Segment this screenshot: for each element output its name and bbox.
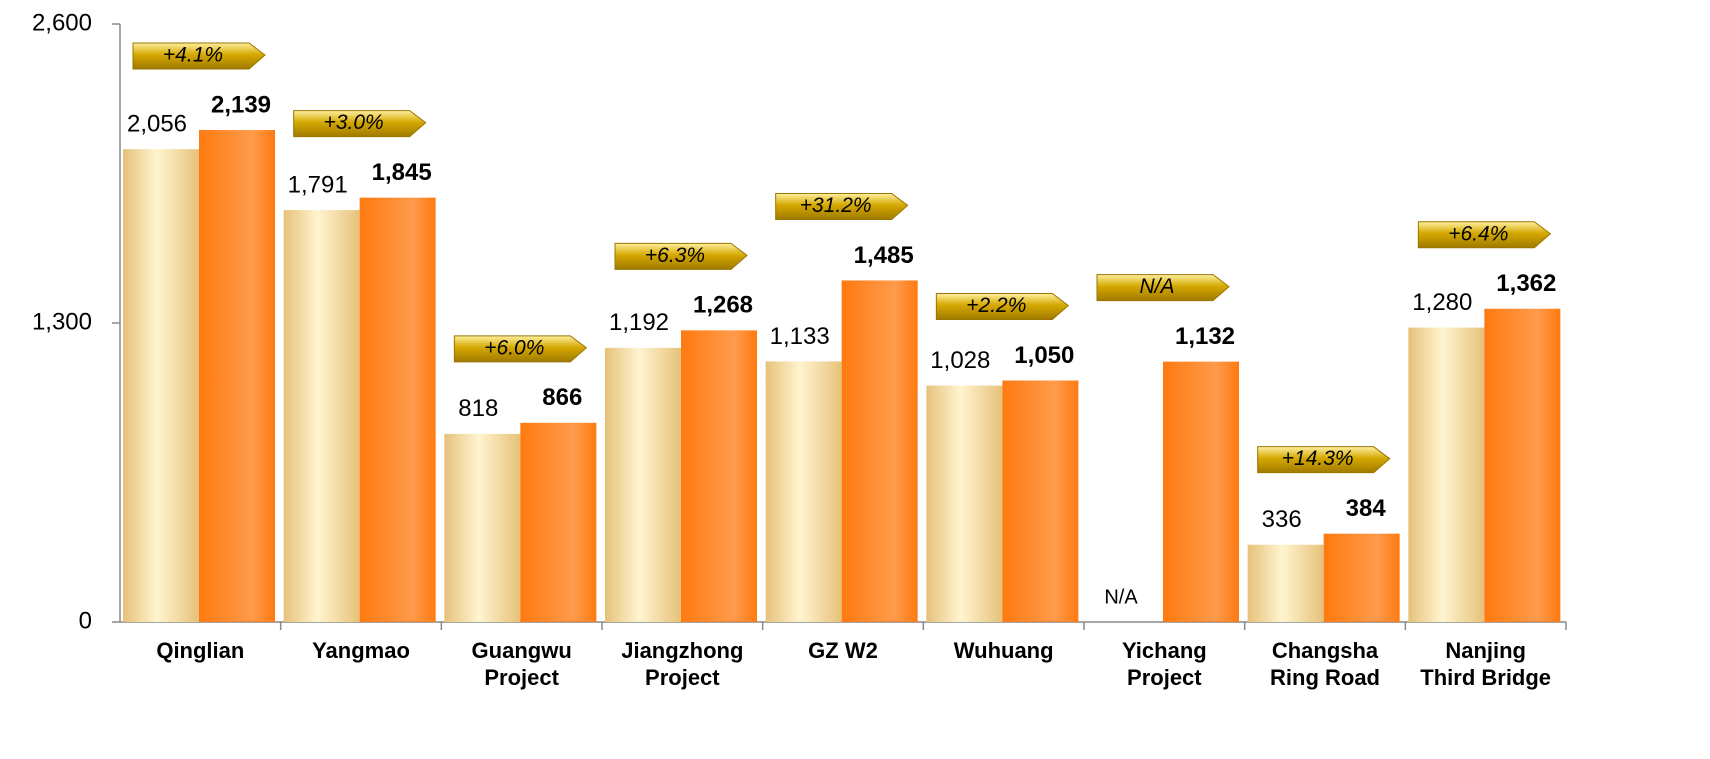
data-label: 1,133 [770,323,830,350]
data-label: 1,132 [1175,323,1235,350]
bar [123,149,199,622]
annotation-arrow [1417,221,1552,249]
data-label: 1,791 [288,171,348,198]
bar [841,280,918,622]
bar [520,422,597,622]
annotation-arrow [1096,274,1230,302]
annotation-arrow [775,192,909,220]
bar [1247,544,1324,622]
bar [444,433,521,622]
data-label: 1,485 [854,242,914,269]
x-tick-label: Yichang Project [1122,638,1207,690]
data-label: 2,139 [211,91,271,118]
y-tick-label: 2,600 [32,9,92,36]
annotation-arrow [614,242,748,270]
bar [681,330,757,622]
data-label: 866 [542,384,582,411]
bar [1323,533,1400,622]
x-tick-label: Qinglian [156,638,244,663]
annotation-arrow [1257,446,1391,474]
x-tick-label: Yangmao [312,638,410,663]
data-label: 336 [1262,506,1302,533]
x-tick-label: Jiangzhong Project [621,638,743,690]
y-tick-label: 1,300 [32,308,92,335]
x-tick-label: GZ W2 [808,638,878,663]
annotation-arrow [453,335,588,363]
bar [1163,361,1239,622]
data-label: 384 [1346,495,1387,522]
x-tick-label: Nanjing Third Bridge [1420,638,1551,690]
annotation-arrow [132,42,266,70]
annotation: +4.1% [163,44,223,67]
annotation: +3.0% [324,111,384,134]
annotation: +2.2% [966,294,1026,317]
annotation: N/A [1139,275,1174,298]
bar [926,385,1003,622]
annotation: +6.3% [645,244,705,267]
data-label: 1,845 [372,159,432,186]
data-label: 1,050 [1014,342,1074,369]
data-label: 818 [458,395,498,422]
bar [1408,327,1485,622]
bar [605,347,681,622]
data-label: N/A [1104,586,1138,608]
x-tick-label: Changsha Ring Road [1270,638,1380,690]
bar [765,361,842,622]
data-label: 2,056 [127,110,187,137]
annotation: +6.4% [1448,222,1508,245]
data-label: 1,192 [609,309,669,336]
annotation: +31.2% [800,194,872,217]
bar [199,130,275,622]
annotation: +14.3% [1282,447,1354,470]
bar [1484,308,1561,622]
annotation-arrow [935,293,1070,320]
data-label: 1,028 [930,347,990,374]
data-label: 1,280 [1412,289,1472,316]
annotation: +6.0% [484,336,544,359]
x-tick-label: Wuhuang [954,638,1054,663]
bar [359,197,436,622]
x-tick-label: Guangwu Project [472,638,572,690]
annotation-arrow [293,110,427,138]
data-label: 1,362 [1496,270,1556,297]
data-label: 1,268 [693,292,753,319]
bar [1002,380,1079,622]
y-tick-label: 0 [79,607,92,634]
bar [283,210,360,622]
